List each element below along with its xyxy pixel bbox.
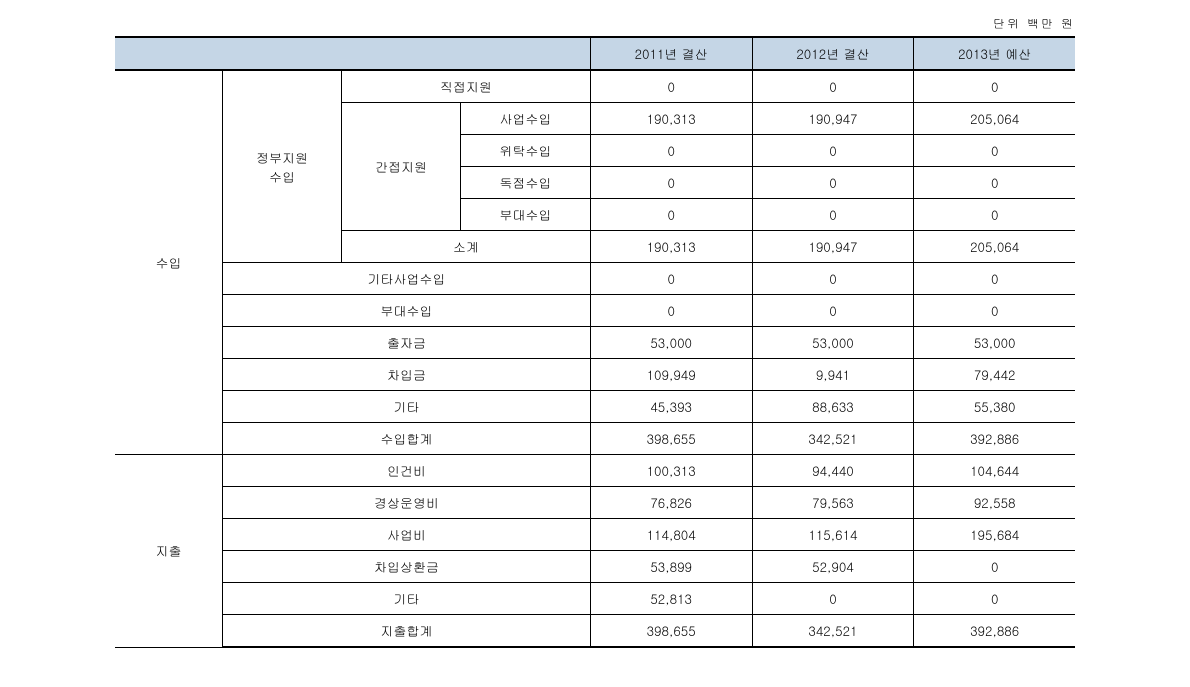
other-inc-2013: 55,380 — [914, 391, 1075, 423]
inv-2012: 53,000 — [752, 327, 914, 359]
header-blank — [115, 37, 590, 70]
income-total-label: 수입합계 — [223, 423, 591, 455]
inv-2011: 53,000 — [590, 327, 752, 359]
project-cost-label: 사업비 — [223, 519, 591, 551]
exp-total-2013: 392,886 — [914, 615, 1075, 648]
subtotal-label: 소계 — [342, 231, 591, 263]
inc-total-2011: 398,655 — [590, 423, 752, 455]
operating-cost-label: 경상운영비 — [223, 487, 591, 519]
other-inc-2012: 88,633 — [752, 391, 914, 423]
inc-total-2012: 342,521 — [752, 423, 914, 455]
monopoly-income-label: 독점수입 — [461, 167, 591, 199]
oper-2012: 79,563 — [752, 487, 914, 519]
table-row: 경상운영비 76,826 79,563 92,558 — [115, 487, 1075, 519]
other-exp-2013: 0 — [914, 583, 1075, 615]
oper-2013: 92,558 — [914, 487, 1075, 519]
table-row: 사업비 114,804 115,614 195,684 — [115, 519, 1075, 551]
header-row: 2011년 결산 2012년 결산 2013년 예산 — [115, 37, 1075, 70]
consign-2012: 0 — [752, 135, 914, 167]
inv-2013: 53,000 — [914, 327, 1075, 359]
business-2011: 190,313 — [590, 103, 752, 135]
debt-repay-label: 차입상환금 — [223, 551, 591, 583]
table-row: 부대수입 0 0 0 — [115, 295, 1075, 327]
debt-2012: 52,904 — [752, 551, 914, 583]
monopoly-2011: 0 — [590, 167, 752, 199]
income-label: 수입 — [115, 70, 223, 455]
business-2012: 190,947 — [752, 103, 914, 135]
consign-income-label: 위탁수입 — [461, 135, 591, 167]
other-biz-2011: 0 — [590, 263, 752, 295]
proj-2011: 114,804 — [590, 519, 752, 551]
auxiliary-indirect-label: 부대수입 — [461, 199, 591, 231]
indirect-support-label: 간접지원 — [342, 103, 461, 231]
subtotal-2011: 190,313 — [590, 231, 752, 263]
direct-2012: 0 — [752, 70, 914, 103]
table-row: 차입상환금 53,899 52,904 0 — [115, 551, 1075, 583]
header-col-2012: 2012년 결산 — [752, 37, 914, 70]
oper-2011: 76,826 — [590, 487, 752, 519]
aux-2011: 0 — [590, 295, 752, 327]
debt-2011: 53,899 — [590, 551, 752, 583]
exp-total-2012: 342,521 — [752, 615, 914, 648]
other-biz-2012: 0 — [752, 263, 914, 295]
aux-ind-2012: 0 — [752, 199, 914, 231]
investment-label: 출자금 — [223, 327, 591, 359]
consign-2011: 0 — [590, 135, 752, 167]
other-income-label: 기타 — [223, 391, 591, 423]
table-row: 출자금 53,000 53,000 53,000 — [115, 327, 1075, 359]
aux-2013: 0 — [914, 295, 1075, 327]
aux-ind-2011: 0 — [590, 199, 752, 231]
table-row: 차입금 109,949 9,941 79,442 — [115, 359, 1075, 391]
direct-support-label: 직접지원 — [342, 70, 591, 103]
inc-total-2013: 392,886 — [914, 423, 1075, 455]
other-inc-2011: 45,393 — [590, 391, 752, 423]
financial-table: 2011년 결산 2012년 결산 2013년 예산 수입 정부지원 수입 직접… — [115, 36, 1075, 648]
header-col-2013: 2013년 예산 — [914, 37, 1075, 70]
other-exp-2011: 52,813 — [590, 583, 752, 615]
direct-2013: 0 — [914, 70, 1075, 103]
table-row: 기타 45,393 88,633 55,380 — [115, 391, 1075, 423]
other-expense-label: 기타 — [223, 583, 591, 615]
monopoly-2012: 0 — [752, 167, 914, 199]
subtotal-2012: 190,947 — [752, 231, 914, 263]
labor-2012: 94,440 — [752, 455, 914, 487]
expense-total-label: 지출합계 — [223, 615, 591, 648]
labor-2013: 104,644 — [914, 455, 1075, 487]
subtotal-2013: 205,064 — [914, 231, 1075, 263]
exp-total-2011: 398,655 — [590, 615, 752, 648]
proj-2013: 195,684 — [914, 519, 1075, 551]
gov-support-label: 정부지원 수입 — [223, 70, 342, 263]
table-row: 지출 인건비 100,313 94,440 104,644 — [115, 455, 1075, 487]
monopoly-2013: 0 — [914, 167, 1075, 199]
borrow-2011: 109,949 — [590, 359, 752, 391]
borrow-2013: 79,442 — [914, 359, 1075, 391]
table-row: 수입 정부지원 수입 직접지원 0 0 0 — [115, 70, 1075, 103]
other-business-label: 기타사업수입 — [223, 263, 591, 295]
table-row: 기타 52,813 0 0 — [115, 583, 1075, 615]
consign-2013: 0 — [914, 135, 1075, 167]
other-biz-2013: 0 — [914, 263, 1075, 295]
table-row: 기타사업수입 0 0 0 — [115, 263, 1075, 295]
header-col-2011: 2011년 결산 — [590, 37, 752, 70]
expense-label: 지출 — [115, 455, 223, 648]
auxiliary-income-label: 부대수입 — [223, 295, 591, 327]
labor-2011: 100,313 — [590, 455, 752, 487]
unit-label: 단위 백만 원 — [115, 15, 1075, 32]
direct-2011: 0 — [590, 70, 752, 103]
other-exp-2012: 0 — [752, 583, 914, 615]
debt-2013: 0 — [914, 551, 1075, 583]
borrow-2012: 9,941 — [752, 359, 914, 391]
labor-cost-label: 인건비 — [223, 455, 591, 487]
business-income-label: 사업수입 — [461, 103, 591, 135]
aux-2012: 0 — [752, 295, 914, 327]
aux-ind-2013: 0 — [914, 199, 1075, 231]
borrowings-label: 차입금 — [223, 359, 591, 391]
table-row: 지출합계 398,655 342,521 392,886 — [115, 615, 1075, 648]
business-2013: 205,064 — [914, 103, 1075, 135]
proj-2012: 115,614 — [752, 519, 914, 551]
table-row: 수입합계 398,655 342,521 392,886 — [115, 423, 1075, 455]
